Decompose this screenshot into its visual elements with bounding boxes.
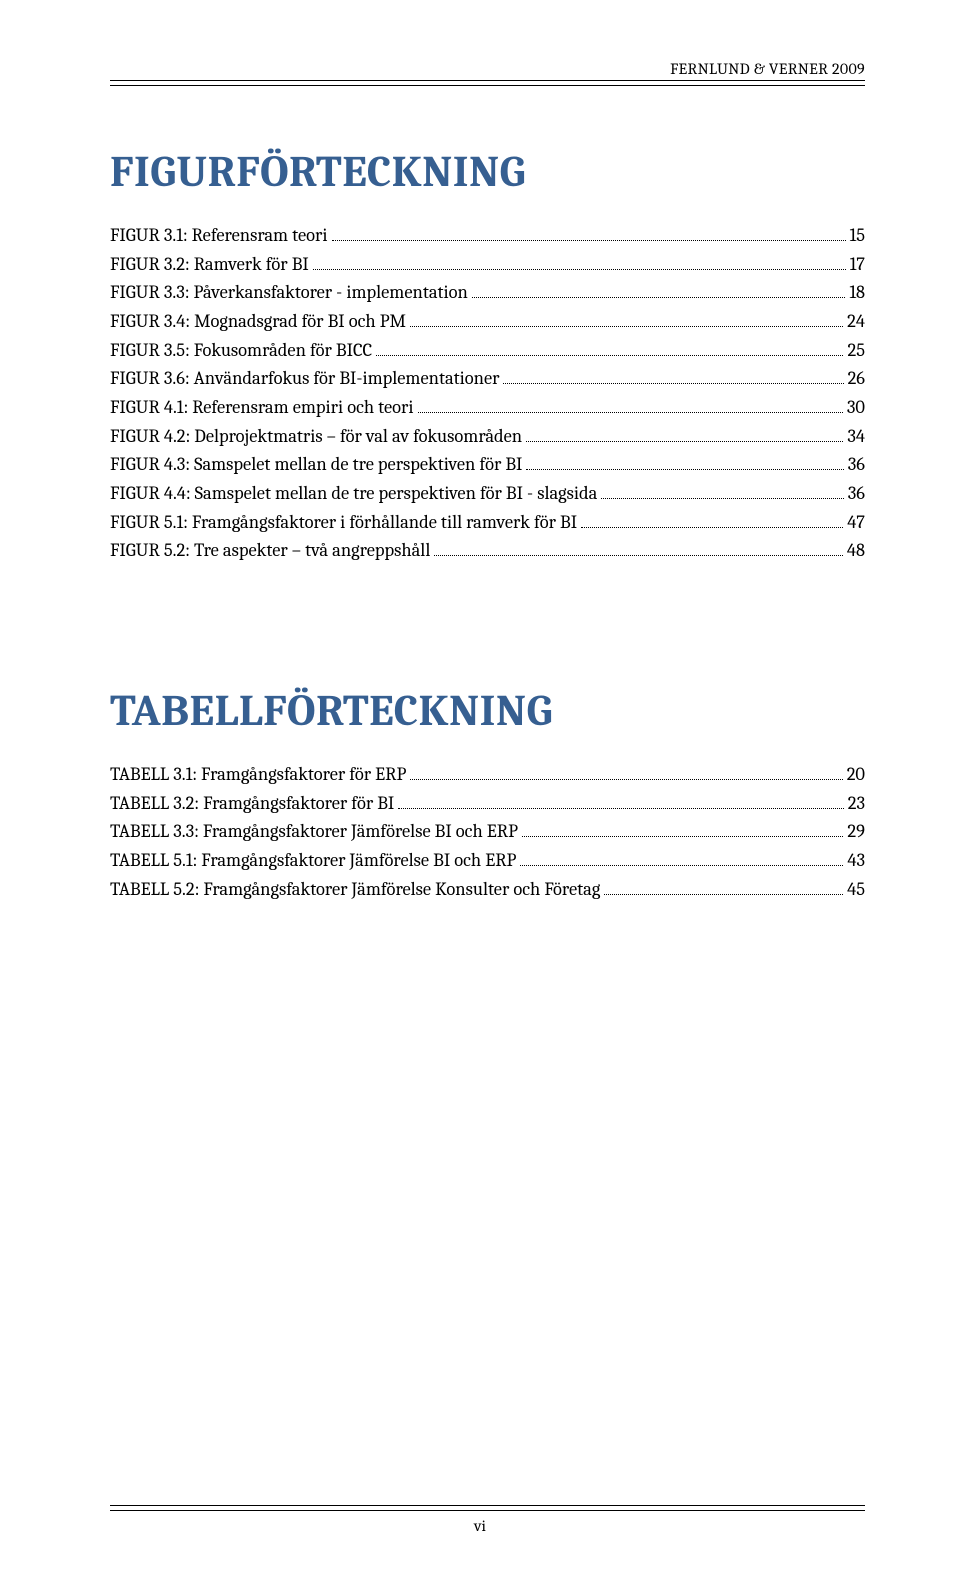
toc-table-row: TABELL 3.2: Framgångsfaktorer för BI 23: [110, 789, 865, 818]
toc-figure-row-page: 48: [847, 536, 865, 565]
toc-table-row: TABELL 5.2: Framgångsfaktorer Jämförelse…: [110, 875, 865, 904]
dot-leader: [604, 877, 843, 895]
toc-figure-row: FIGUR 3.1: Referensram teori 15: [110, 221, 865, 250]
toc-figure-row: FIGUR 5.2: Tre aspekter – två angreppshå…: [110, 536, 865, 565]
toc-figure-row-page: 36: [848, 450, 865, 479]
dot-leader: [472, 281, 845, 299]
toc-figure-row-label: FIGUR 3.3: Påverkansfaktorer - implement…: [110, 278, 468, 307]
footer-rule: [110, 1505, 865, 1511]
toc-figure-row: FIGUR 3.5: Fokusområden för BICC 25: [110, 336, 865, 365]
heading-tables: TABELLFÖRTECKNING: [110, 685, 865, 736]
toc-table-row-page: 23: [848, 789, 865, 818]
toc-figure-row-page: 34: [847, 422, 865, 451]
toc-figure-row-page: 25: [847, 336, 865, 365]
toc-figure-row-label: FIGUR 3.1: Referensram teori: [110, 221, 328, 250]
toc-table-row-label: TABELL 5.2: Framgångsfaktorer Jämförelse…: [110, 875, 600, 904]
dot-leader: [410, 762, 842, 780]
toc-table-row-page: 20: [847, 760, 865, 789]
toc-figure-row-label: FIGUR 4.4: Samspelet mellan de tre persp…: [110, 479, 597, 508]
toc-figure-row: FIGUR 3.4: Mognadsgrad för BI och PM 24: [110, 307, 865, 336]
toc-table-row-page: 45: [847, 875, 865, 904]
toc-figure-row: FIGUR 4.4: Samspelet mellan de tre persp…: [110, 479, 865, 508]
toc-figure-row: FIGUR 3.2: Ramverk för BI 17: [110, 250, 865, 279]
toc-figure-row-page: 30: [847, 393, 865, 422]
dot-leader: [410, 309, 843, 327]
toc-figure-row-page: 18: [849, 278, 865, 307]
toc-table-row: TABELL 3.3: Framgångsfaktorer Jämförelse…: [110, 817, 865, 846]
toc-table-row-page: 29: [847, 817, 865, 846]
toc-figure-row: FIGUR 3.3: Påverkansfaktorer - implement…: [110, 278, 865, 307]
page-number: vi: [0, 1517, 960, 1535]
dot-leader: [376, 338, 843, 356]
toc-figure-row-label: FIGUR 3.5: Fokusområden för BICC: [110, 336, 372, 365]
toc-table-row-page: 43: [847, 846, 865, 875]
header-rule: [110, 80, 865, 86]
toc-figure-row: FIGUR 3.6: Användarfokus för BI-implemen…: [110, 364, 865, 393]
dot-leader: [601, 481, 843, 499]
dot-leader: [434, 539, 843, 557]
dot-leader: [526, 424, 843, 442]
dot-leader: [581, 510, 843, 528]
toc-figure-row-page: 24: [847, 307, 865, 336]
dot-leader: [526, 453, 843, 471]
toc-figure-row: FIGUR 5.1: Framgångsfaktorer i förhållan…: [110, 508, 865, 537]
heading-figures: FIGURFÖRTECKNING: [110, 146, 865, 197]
toc-figure-row-label: FIGUR 5.2: Tre aspekter – två angreppshå…: [110, 536, 430, 565]
toc-figure-row-label: FIGUR 5.1: Framgångsfaktorer i förhållan…: [110, 508, 577, 537]
toc-table-row-label: TABELL 3.3: Framgångsfaktorer Jämförelse…: [110, 817, 518, 846]
dot-leader: [332, 223, 846, 241]
toc-table-row-label: TABELL 5.1: Framgångsfaktorer Jämförelse…: [110, 846, 516, 875]
toc-figures: FIGUR 3.1: Referensram teori15FIGUR 3.2:…: [110, 221, 865, 565]
document-page: FERNLUND & VERNER 2009 FIGURFÖRTECKNING …: [0, 0, 960, 1583]
toc-figure-row-label: FIGUR 4.2: Delprojektmatris – för val av…: [110, 422, 522, 451]
toc-figure-row-page: 15: [850, 221, 866, 250]
toc-figure-row: FIGUR 4.3: Samspelet mellan de tre persp…: [110, 450, 865, 479]
toc-figure-row-label: FIGUR 4.1: Referensram empiri och teori: [110, 393, 414, 422]
toc-figure-row-page: 26: [848, 364, 865, 393]
toc-table-row-label: TABELL 3.2: Framgångsfaktorer för BI: [110, 789, 394, 818]
toc-figure-row-page: 17: [850, 250, 865, 279]
toc-figure-row-page: 36: [848, 479, 865, 508]
dot-leader: [503, 367, 843, 385]
toc-figure-row-label: FIGUR 3.4: Mognadsgrad för BI och PM: [110, 307, 406, 336]
toc-table-row-label: TABELL 3.1: Framgångsfaktorer för ERP: [110, 760, 406, 789]
running-head: FERNLUND & VERNER 2009: [110, 60, 865, 78]
dot-leader: [418, 395, 843, 413]
dot-leader: [398, 791, 843, 809]
dot-leader: [522, 820, 843, 838]
toc-figure-row-label: FIGUR 4.3: Samspelet mellan de tre persp…: [110, 450, 522, 479]
toc-table-row: TABELL 5.1: Framgångsfaktorer Jämförelse…: [110, 846, 865, 875]
dot-leader: [313, 252, 846, 270]
dot-leader: [520, 848, 843, 866]
toc-figure-row-page: 47: [847, 508, 865, 537]
toc-table-row: TABELL 3.1: Framgångsfaktorer för ERP 20: [110, 760, 865, 789]
toc-tables: TABELL 3.1: Framgångsfaktorer för ERP20T…: [110, 760, 865, 903]
page-footer: vi: [0, 1505, 960, 1535]
toc-figure-row: FIGUR 4.1: Referensram empiri och teori 3…: [110, 393, 865, 422]
toc-figure-row: FIGUR 4.2: Delprojektmatris – för val av…: [110, 422, 865, 451]
toc-figure-row-label: FIGUR 3.6: Användarfokus för BI-implemen…: [110, 364, 499, 393]
toc-figure-row-label: FIGUR 3.2: Ramverk för BI: [110, 250, 309, 279]
